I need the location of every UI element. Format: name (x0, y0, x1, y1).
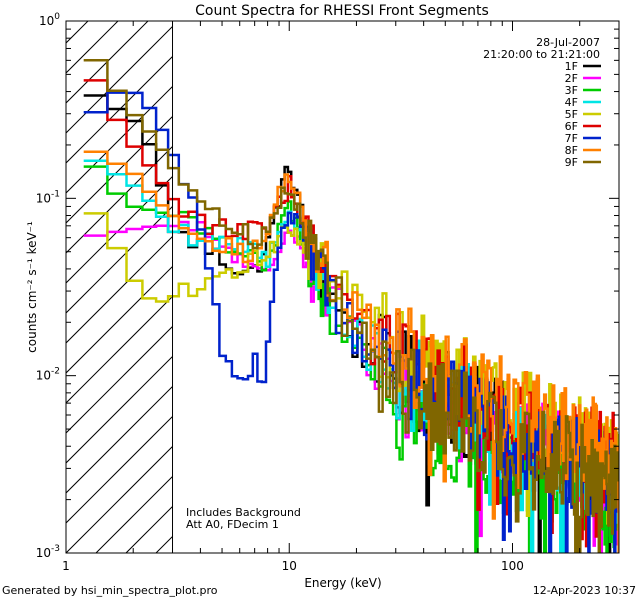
plot-frame (65, 20, 620, 554)
annotation-background: Includes Background (186, 506, 301, 519)
x-axis-label: Energy (keV) (304, 576, 381, 590)
legend-label-5F: 5F (565, 108, 578, 121)
y-axis-label: counts cm⁻² s⁻¹ keV⁻¹ (25, 221, 39, 353)
y-tick-label: 10-3 (36, 544, 60, 560)
legend-label-3F: 3F (565, 84, 578, 97)
legend-label-9F: 9F (565, 156, 578, 169)
series-layer (83, 59, 619, 553)
annotation-attenuator: Att A0, FDecim 1 (186, 518, 279, 531)
legend-label-6F: 6F (565, 120, 578, 133)
legend-label-8F: 8F (565, 144, 578, 157)
x-tick-label: 100 (501, 559, 524, 573)
hatch-line (66, 21, 239, 194)
x-tick-label: 10 (282, 559, 297, 573)
footer-generated-by: Generated by hsi_min_spectra_plot.pro (2, 584, 218, 597)
legend-time-range: 21:20:00 to 21:21:00 (483, 48, 600, 61)
axis-ticks (65, 20, 620, 554)
x-tick-labels: 1 10 100 (62, 559, 524, 573)
legend-label-2F: 2F (565, 72, 578, 85)
chart-title: Count Spectra for RHESSI Front Segments (195, 3, 489, 19)
hatch-line (66, 21, 179, 134)
x-tick-label: 1 (62, 559, 70, 573)
y-tick-label: 10-2 (36, 367, 60, 383)
series-9F-line (83, 59, 619, 553)
footer-timestamp: 12-Apr-2023 10:37 (533, 584, 636, 597)
legend-label-4F: 4F (565, 96, 578, 109)
y-tick-label: 10-1 (36, 189, 60, 205)
legend-date: 28-Jul-2007 (536, 36, 600, 49)
y-tick-labels: 100 10-1 10-2 10-3 (36, 12, 61, 560)
legend-label-7F: 7F (565, 132, 578, 145)
y-tick-label: 100 (39, 12, 60, 28)
series-8F-line (83, 150, 619, 553)
legend-label-1F: 1F (565, 60, 578, 73)
